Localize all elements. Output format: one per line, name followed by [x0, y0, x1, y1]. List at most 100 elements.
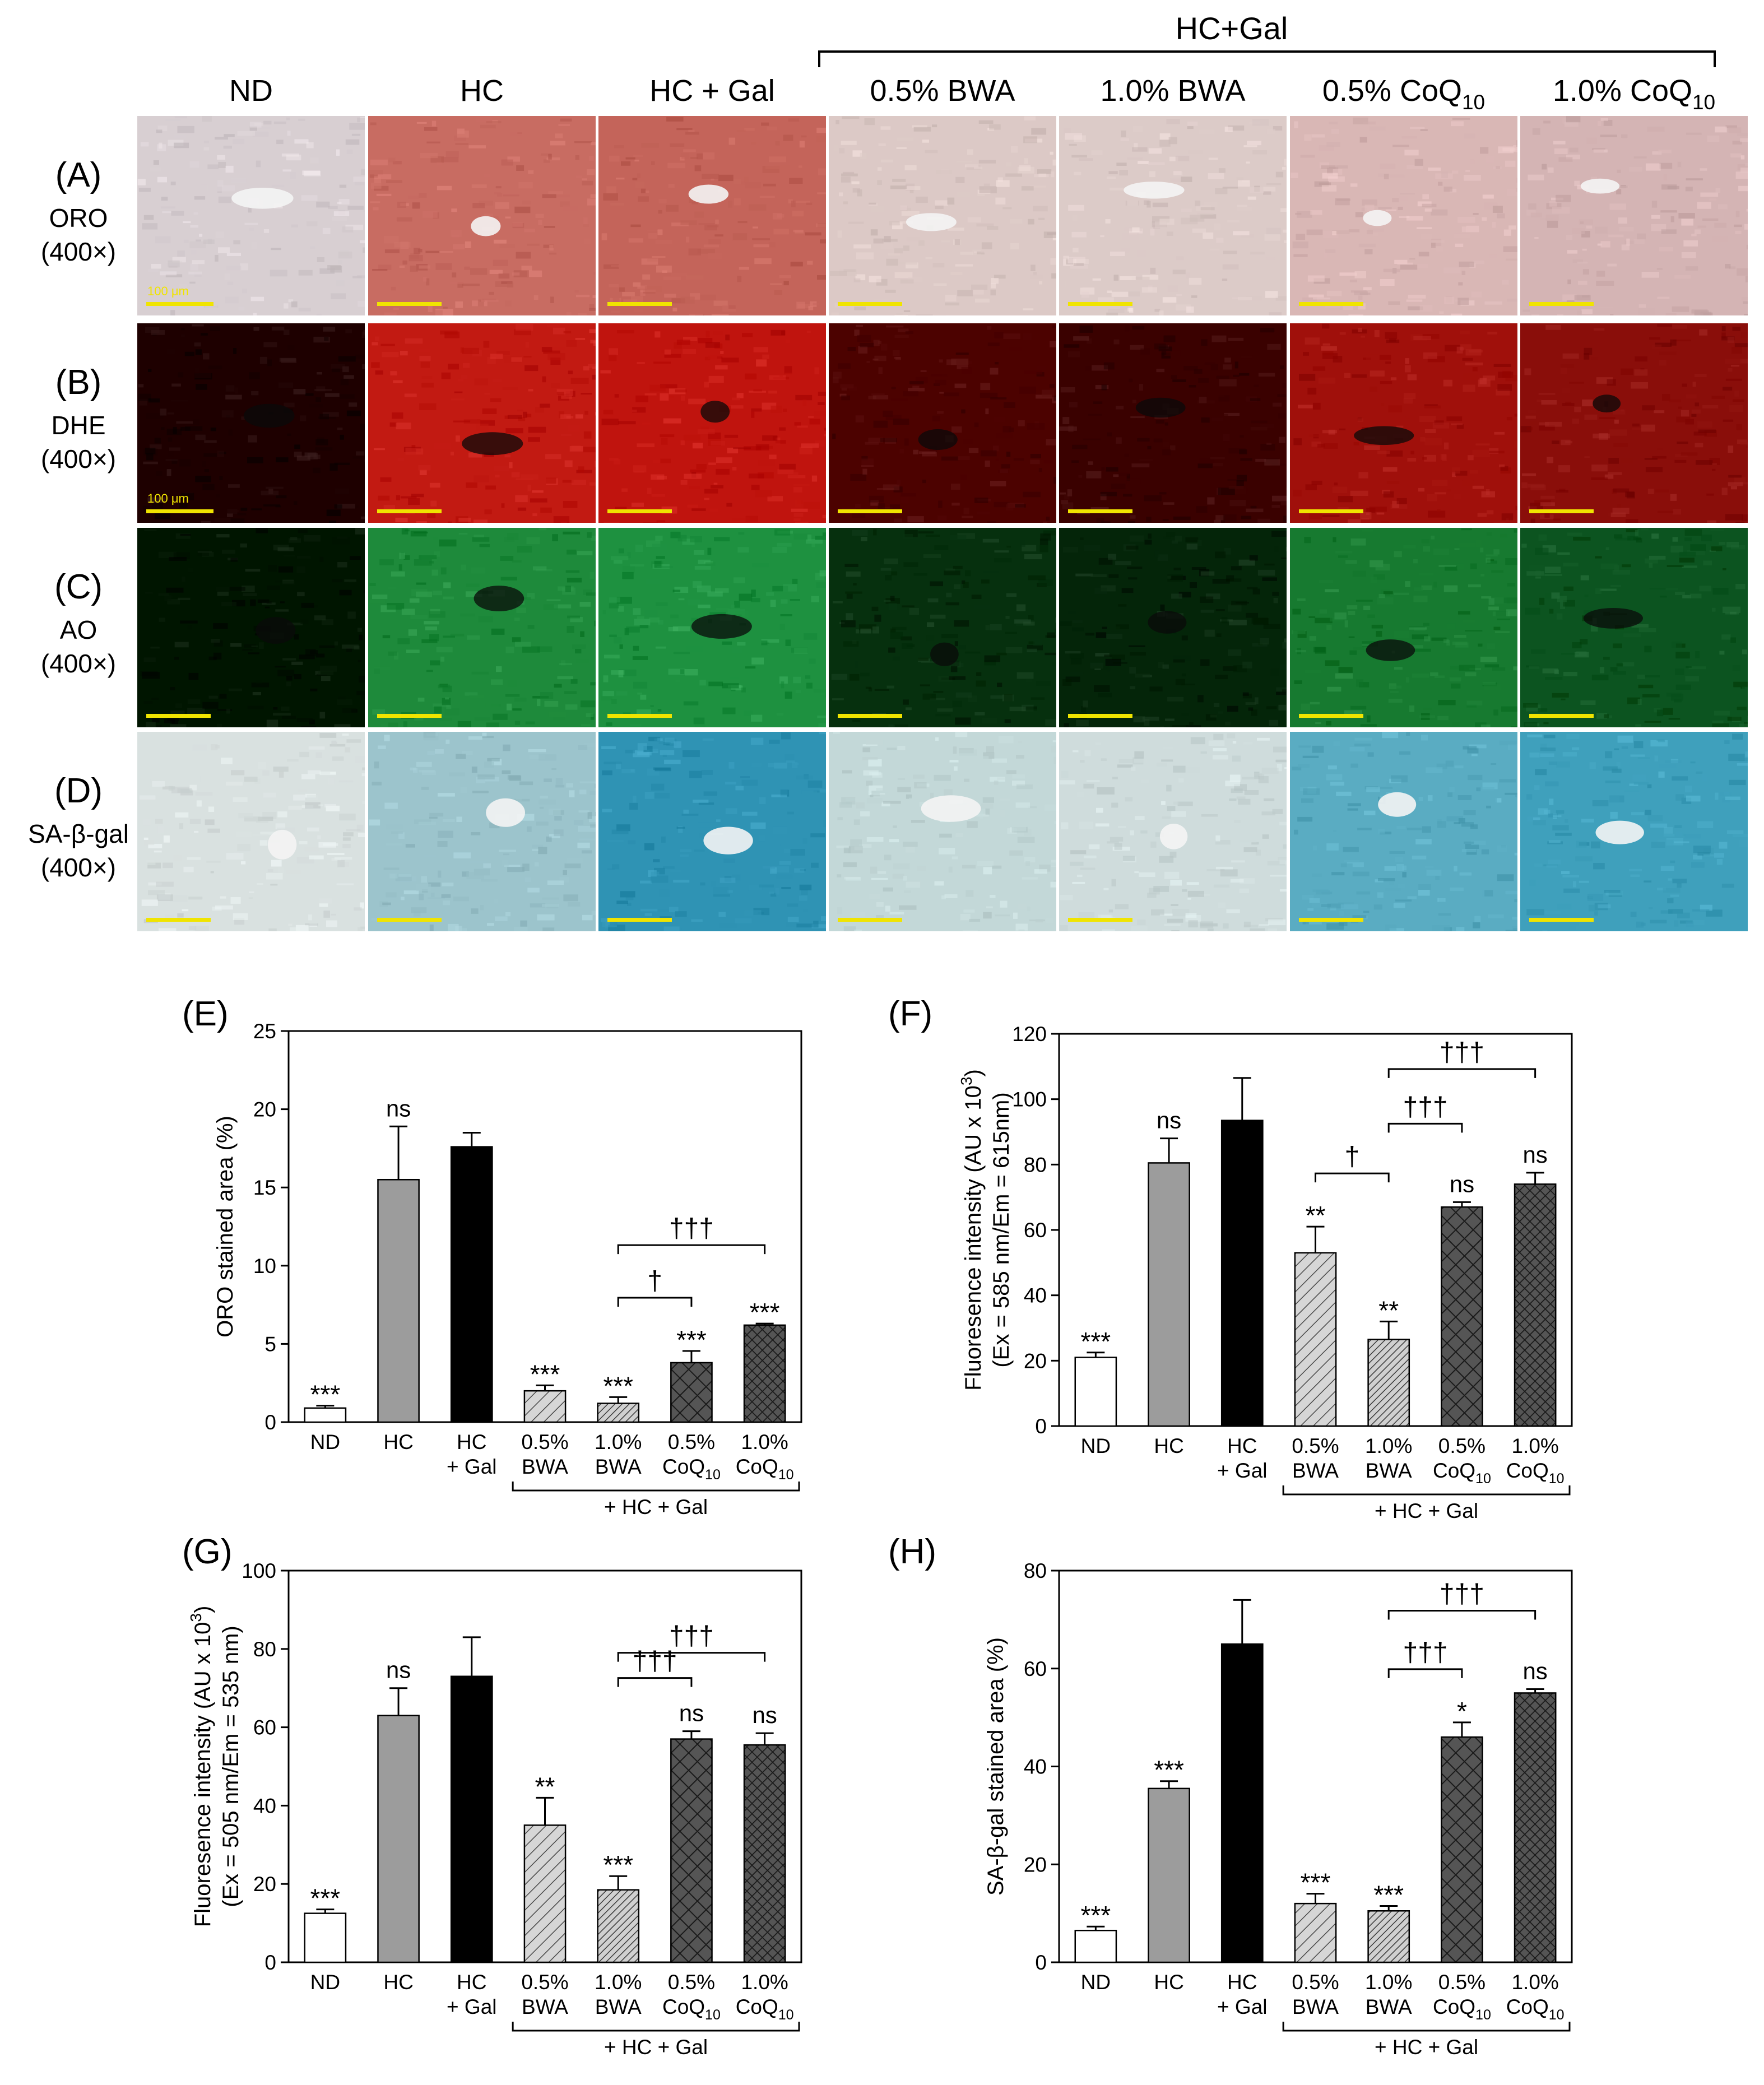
texture-speck [1707, 135, 1720, 142]
texture-speck [1278, 413, 1287, 419]
texture-speck [1012, 774, 1025, 779]
texture-speck [1310, 210, 1322, 215]
texture-speck [298, 118, 305, 121]
texture-speck [290, 172, 296, 179]
texture-speck [1083, 438, 1101, 440]
y-tick-label: 0 [1035, 1415, 1047, 1438]
texture-speck [1085, 633, 1095, 636]
texture-speck [200, 776, 205, 782]
texture-speck [1437, 821, 1446, 828]
bar [1294, 1252, 1337, 1427]
texture-speck [388, 651, 397, 656]
texture-speck [1138, 161, 1149, 164]
texture-speck [883, 484, 900, 491]
texture-speck [1435, 246, 1443, 252]
texture-speck [1130, 926, 1148, 931]
texture-speck [230, 558, 238, 562]
texture-speck [1332, 486, 1348, 493]
texture-speck [1637, 757, 1650, 759]
texture-speck [663, 276, 681, 280]
texture-speck [371, 362, 380, 368]
texture-speck [1487, 643, 1495, 649]
texture-speck [1462, 480, 1474, 486]
texture-speck [1095, 742, 1101, 745]
row-magnification: (400×) [41, 853, 116, 882]
texture-speck [1412, 855, 1427, 860]
texture-speck [503, 194, 519, 197]
texture-speck [1524, 368, 1531, 375]
texture-speck [732, 467, 737, 471]
texture-speck [1452, 170, 1459, 174]
texture-speck [1344, 860, 1360, 862]
texture-speck [1512, 916, 1517, 920]
texture-speck [1273, 746, 1287, 753]
texture-speck [1025, 678, 1032, 683]
texture-speck [1475, 443, 1490, 445]
texture-speck [909, 797, 920, 801]
texture-speck [1737, 707, 1747, 711]
texture-speck [1300, 155, 1315, 158]
texture-speck [980, 383, 991, 391]
texture-speck [1043, 231, 1056, 238]
texture-speck [1227, 705, 1238, 712]
texture-speck [284, 303, 289, 309]
texture-speck [683, 336, 698, 341]
texture-speck [1561, 439, 1571, 445]
texture-speck [871, 206, 884, 212]
texture-speck [1440, 454, 1446, 460]
texture-speck [1725, 359, 1742, 364]
texture-speck [889, 221, 900, 226]
texture-speck [1615, 537, 1631, 541]
texture-speck [1552, 207, 1570, 214]
texture-speck [700, 294, 716, 301]
texture-speck [294, 452, 302, 458]
texture-speck [903, 391, 918, 397]
texture-speck [1373, 904, 1382, 910]
texture-speck [1430, 672, 1438, 676]
texture-speck [1137, 920, 1146, 925]
texture-speck [1308, 616, 1316, 618]
texture-speck [1445, 345, 1461, 352]
texture-speck [1432, 925, 1450, 931]
texture-speck [332, 216, 347, 221]
texture-speck [708, 462, 716, 465]
texture-speck [616, 178, 625, 180]
texture-speck [1500, 533, 1508, 538]
texture-speck [1617, 169, 1621, 173]
texture-speck [247, 705, 264, 709]
texture-speck [1164, 871, 1180, 879]
texture-speck [1181, 217, 1198, 225]
texture-speck [893, 724, 908, 727]
texture-speck [815, 536, 826, 540]
texture-speck [897, 676, 902, 680]
texture-speck [1088, 461, 1093, 465]
texture-speck [653, 361, 671, 364]
texture-speck [889, 839, 899, 843]
texture-speck [1406, 299, 1423, 302]
texture-speck [658, 620, 663, 625]
texture-speck [909, 381, 924, 384]
texture-speck [767, 127, 778, 131]
texture-speck [899, 905, 917, 910]
texture-speck [1100, 491, 1117, 496]
texture-speck [294, 501, 298, 505]
texture-speck [1266, 443, 1272, 445]
texture-speck [779, 427, 786, 431]
texture-speck [523, 356, 532, 358]
texture-speck [1055, 617, 1056, 623]
texture-speck [1574, 295, 1591, 301]
texture-speck [1071, 460, 1079, 463]
texture-speck [1425, 866, 1434, 869]
texture-speck [1217, 902, 1226, 908]
texture-speck [441, 894, 451, 898]
texture-speck [1557, 286, 1575, 289]
texture-speck [543, 350, 560, 354]
texture-speck [1641, 528, 1649, 531]
texture-speck [1698, 429, 1716, 433]
texture-speck [429, 634, 439, 642]
texture-speck [1033, 272, 1037, 276]
texture-speck [1603, 657, 1610, 660]
texture-speck [1614, 534, 1623, 538]
texture-speck [408, 255, 423, 262]
texture-speck [436, 162, 442, 166]
